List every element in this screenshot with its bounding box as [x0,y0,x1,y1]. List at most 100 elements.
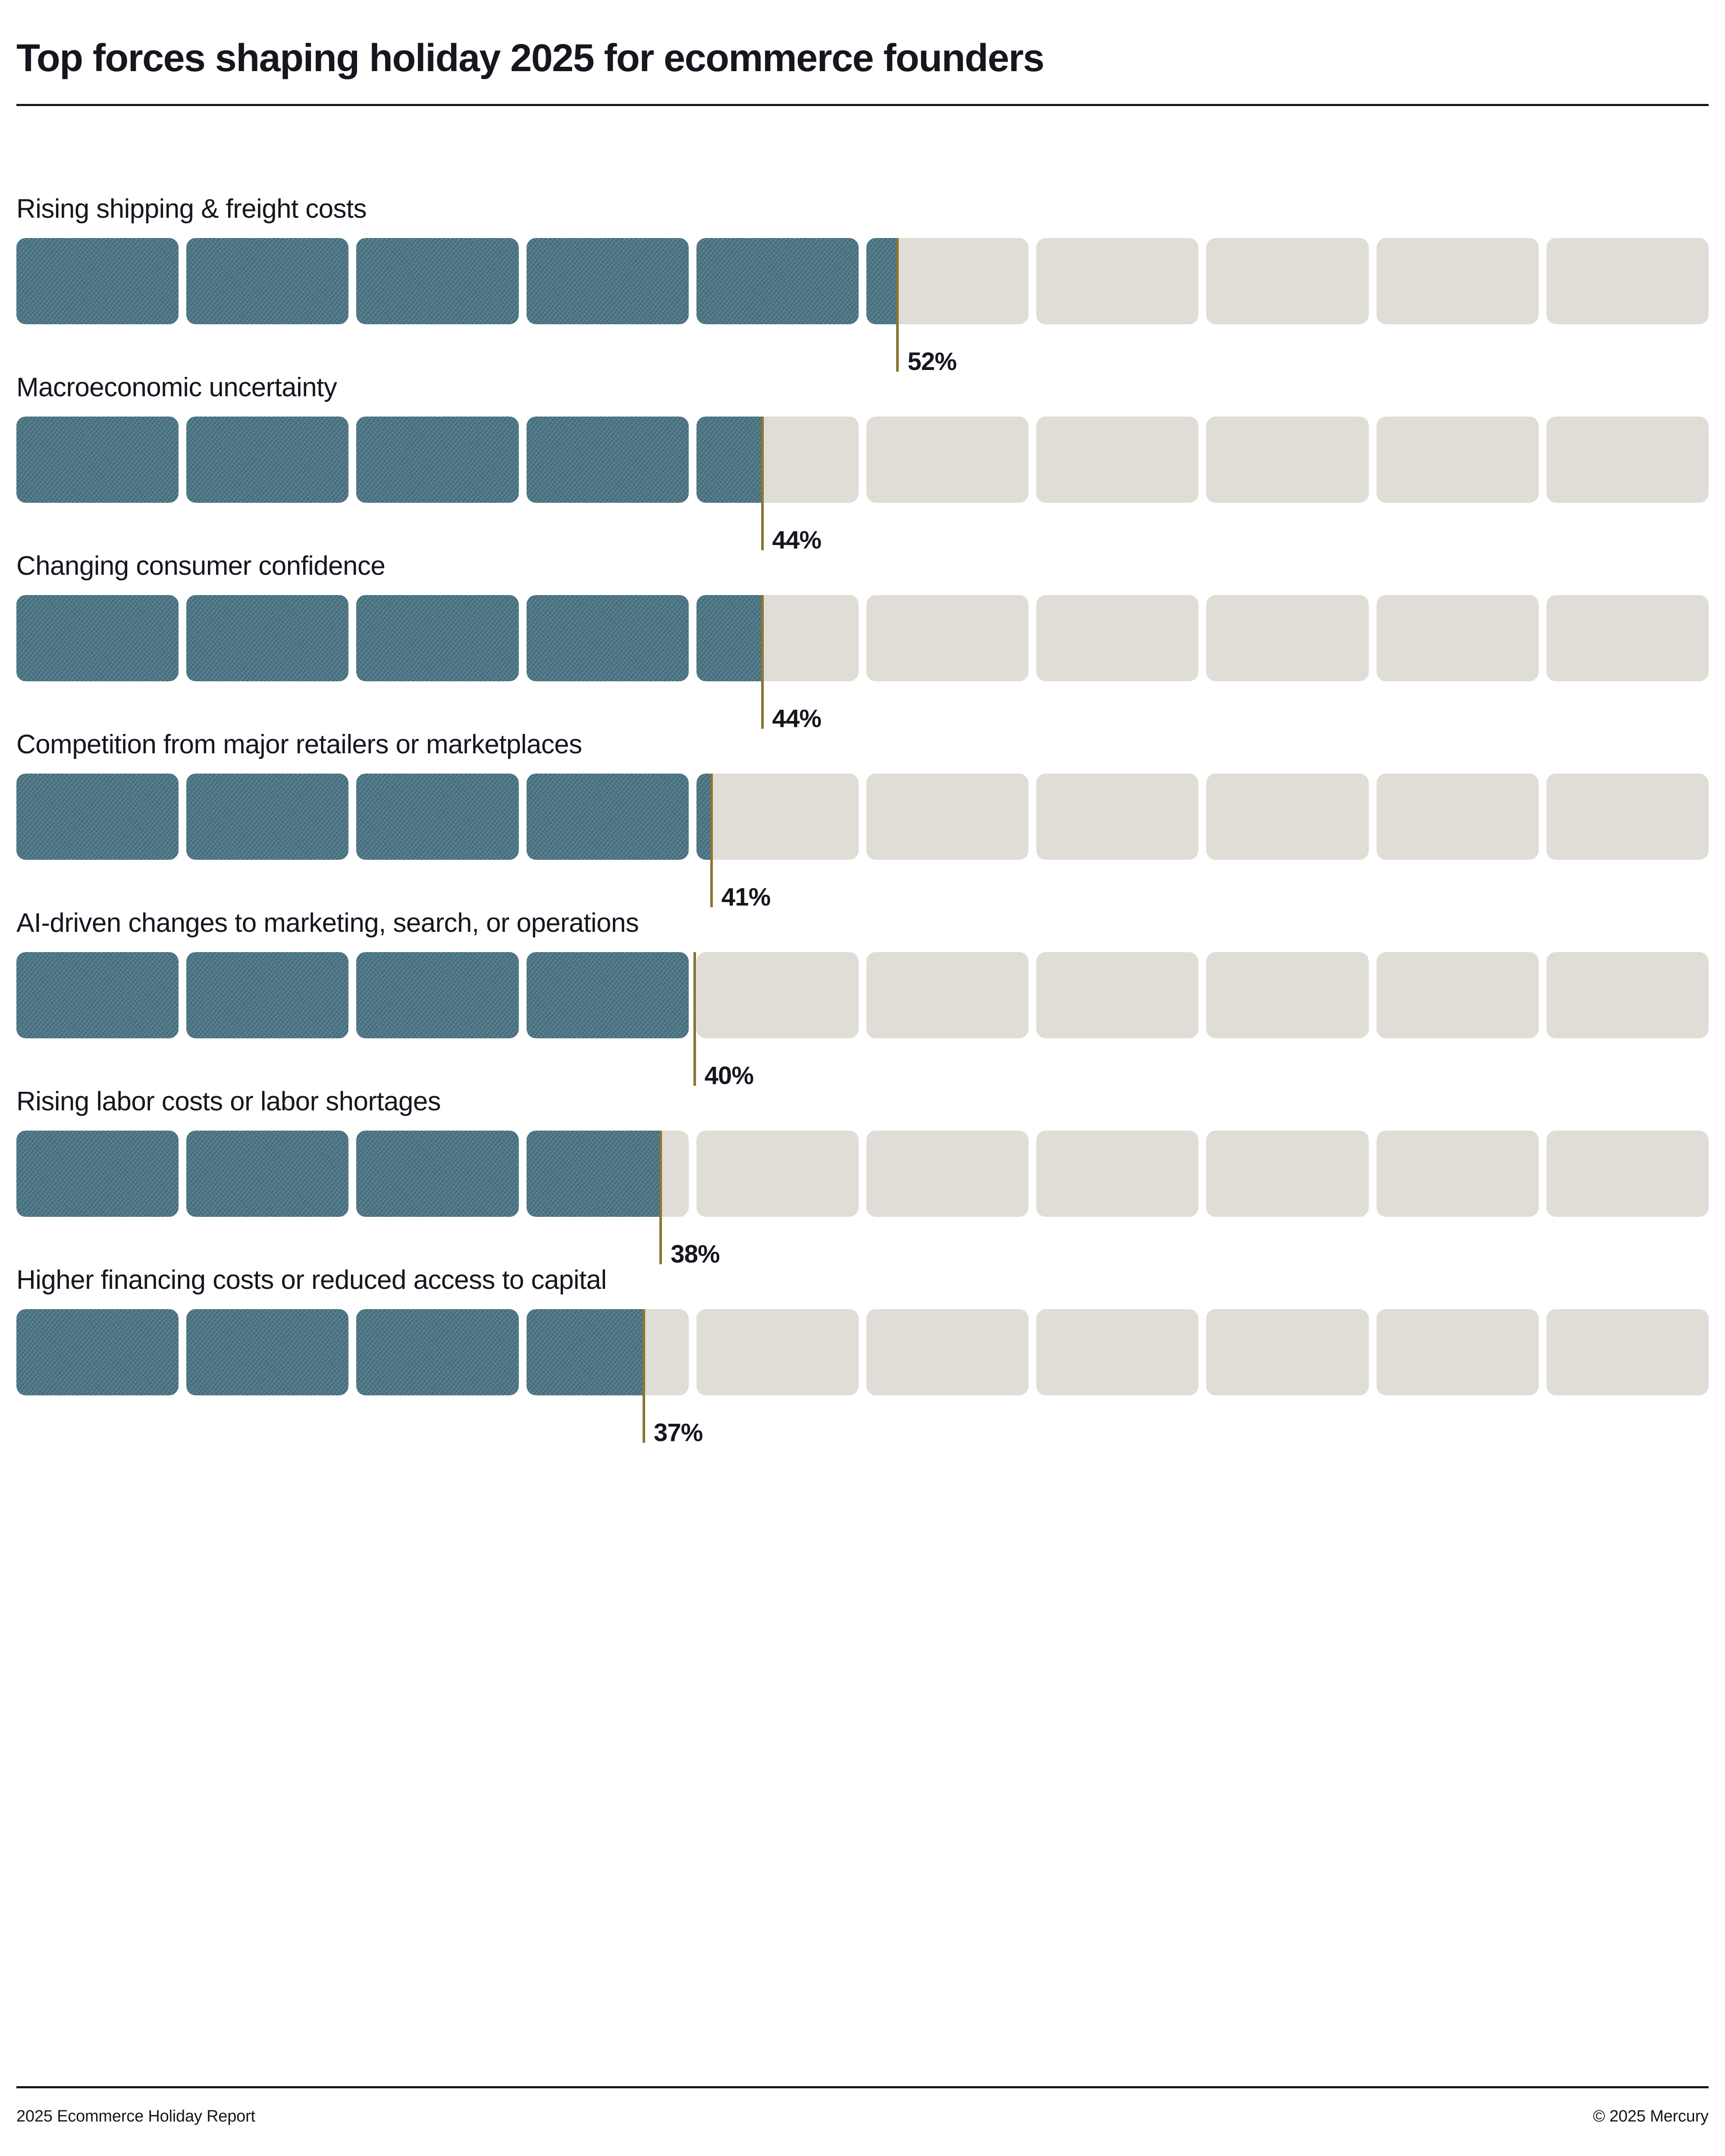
chart-row-track: 44% [16,417,1709,553]
waffle-cell-empty [1036,238,1199,325]
waffle-cell-empty [866,1131,1029,1217]
waffle-cell-empty [16,417,179,503]
waffle-cell-empty [526,774,689,860]
page-header: Top forces shaping holiday 2025 for ecom… [16,0,1709,107]
waffle-cell-empty [16,1131,179,1217]
waffle-cell-empty [526,1131,689,1217]
chart-row-label: Rising shipping & freight costs [16,194,367,224]
footer-report-name: 2025 Ecommerce Holiday Report [16,2107,255,2125]
waffle-cell-empty [1546,595,1709,682]
footer-copyright: © 2025 Mercury [1593,2107,1709,2125]
waffle-cell-empty [186,238,349,325]
waffle-cell-empty [696,1131,859,1217]
chart-row-track: 44% [16,595,1709,731]
waffle-cell-empty [356,774,519,860]
waffle-cell-empty [356,1309,519,1396]
waffle-cell-empty [1036,595,1199,682]
value-label: 37% [653,1419,703,1447]
value-marker-line: 38% [659,1131,720,1267]
value-marker-line: 37% [642,1309,703,1445]
waffle-cell-empty [16,1309,179,1396]
waffle-cell-empty [1206,952,1369,1039]
chart-row: Rising labor costs or labor shortages 38% [16,1087,1709,1267]
waffle-cell-empty [186,595,349,682]
waffle-cell-empty [356,417,519,503]
waffle-cell-empty [186,1309,349,1396]
waffle-cell-empty [866,952,1029,1039]
value-label: 40% [704,1062,754,1090]
waffle-cell-empty [356,952,519,1039]
waffle-cell-empty [696,238,859,325]
waffle-cell-empty [356,595,519,682]
value-label: 44% [772,526,822,555]
chart-row-track: 40% [16,952,1709,1088]
waffle-cell-empty [356,238,519,325]
chart-row: Macroeconomic uncertainty 44% [16,374,1709,553]
waffle-cell-empty [1546,1309,1709,1396]
chart-row-track: 37% [16,1309,1709,1445]
value-label: 52% [907,348,957,376]
waffle-cell-empty [1036,774,1199,860]
chart-row-label: Higher financing costs or reduced access… [16,1265,607,1295]
waffle-cell-empty [866,238,1029,325]
chart-row: Competition from major retailers or mark… [16,730,1709,910]
waffle-cell-empty [696,595,859,682]
waffle-cell-empty [1376,238,1539,325]
waffle-cell-empty [866,417,1029,503]
waffle-cell-empty [186,774,349,860]
chart-row-track: 38% [16,1131,1709,1267]
chart-row-label: Rising labor costs or labor shortages [16,1087,441,1117]
chart-row-track: 52% [16,238,1709,374]
waffle-cell-empty [866,1309,1029,1396]
chart-row-label: Competition from major retailers or mark… [16,730,582,760]
waffle-cell-empty [526,1309,689,1396]
footer-row: 2025 Ecommerce Holiday Report © 2025 Mer… [16,2107,1709,2126]
waffle-cell-empty [16,595,179,682]
waffle-cell-empty [186,952,349,1039]
waffle-cell-empty [1376,774,1539,860]
waffle-cell-empty [1376,952,1539,1039]
waffle-cell-empty [696,774,859,860]
waffle-cell-empty [526,417,689,503]
waffle-cell-empty [526,595,689,682]
waffle-cell-empty [1546,417,1709,503]
waffle-cell-empty [16,774,179,860]
waffle-chart: Rising shipping & freight costs 52% Macroe… [16,106,1709,2086]
value-marker-line: 41% [710,774,771,910]
value-marker-line: 52% [896,238,957,374]
waffle-cell-empty [526,238,689,325]
waffle-cell-empty [696,417,859,503]
value-label: 41% [721,883,771,912]
waffle-cell-empty [1206,774,1369,860]
waffle-cell-empty [186,417,349,503]
waffle-cell-empty [16,238,179,325]
waffle-cell-empty [1036,1309,1199,1396]
value-marker-line: 40% [693,952,754,1088]
chart-row: Changing consumer confidence 44% [16,551,1709,731]
waffle-cell-empty [1376,417,1539,503]
value-label: 38% [671,1240,720,1269]
waffle-cell-empty [1206,595,1369,682]
waffle-cell-empty [356,1131,519,1217]
waffle-cell-empty [696,952,859,1039]
chart-row: Higher financing costs or reduced access… [16,1265,1709,1445]
chart-row: AI-driven changes to marketing, search, … [16,908,1709,1088]
waffle-cell-empty [696,1309,859,1396]
waffle-cell-empty [866,595,1029,682]
value-marker-line: 44% [761,595,822,731]
value-marker-line: 44% [761,417,822,553]
page-title: Top forces shaping holiday 2025 for ecom… [16,37,1044,80]
waffle-cell-empty [1206,417,1369,503]
waffle-cell-empty [1036,952,1199,1039]
waffle-cell-empty [1546,774,1709,860]
waffle-cell-empty [1206,1131,1369,1217]
waffle-cell-empty [1546,952,1709,1039]
waffle-cell-empty [1036,417,1199,503]
waffle-cell-empty [1546,1131,1709,1217]
waffle-cell-empty [866,774,1029,860]
chart-row-label: AI-driven changes to marketing, search, … [16,908,639,938]
page-footer: 2025 Ecommerce Holiday Report © 2025 Mer… [16,2086,1709,2156]
footer-divider [16,2086,1709,2088]
waffle-cell-empty [16,952,179,1039]
chart-row-label: Changing consumer confidence [16,551,386,581]
